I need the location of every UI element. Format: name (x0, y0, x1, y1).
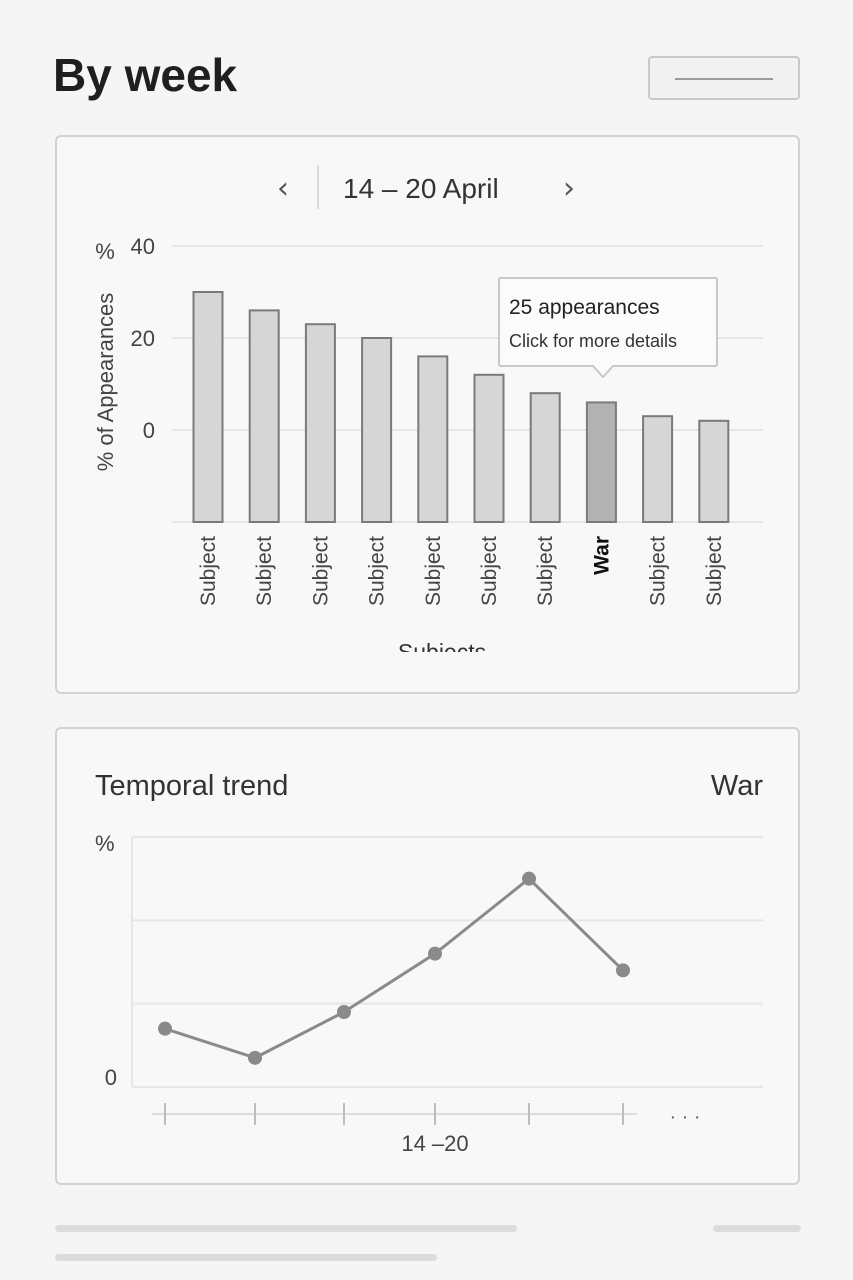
x-tick-label: Subject (253, 536, 276, 606)
trend-title: Temporal trend (95, 770, 288, 802)
weekly-chart-card: ‹ 14 – 20 April › 40 20 0 Subject Subject Su… (55, 135, 800, 694)
bar[interactable] (417, 355, 449, 524)
nav-divider (317, 165, 319, 209)
chevron-left-icon[interactable]: ‹ (277, 171, 289, 206)
trend-point[interactable] (522, 871, 536, 886)
y-tick-label: 0 (143, 418, 155, 443)
y-tick-label: 40 (131, 234, 155, 259)
chevron-right-icon[interactable]: › (563, 171, 575, 206)
bar[interactable] (698, 419, 730, 523)
x-axis-title: Subjects (398, 639, 486, 652)
trend-point[interactable] (248, 1050, 262, 1065)
y-axis-title: % of Appearances (93, 293, 118, 472)
bar[interactable] (473, 373, 505, 523)
x-tick-label: Subject (534, 536, 557, 606)
bar[interactable] (585, 401, 617, 523)
x-tick-label: Subject (309, 536, 332, 606)
footer-placeholder-line (55, 1254, 437, 1261)
page-title: By week (53, 49, 238, 101)
footer-placeholder-line (713, 1225, 801, 1232)
week-navigator: ‹ 14 – 20 April › (57, 165, 798, 213)
bar[interactable] (361, 337, 393, 523)
tooltip-subtitle: Click for more details (509, 331, 677, 351)
x-tick-label: Subject (197, 536, 220, 606)
x-tick-label: Subject (366, 536, 389, 606)
y-tick-label: 0 (105, 1065, 117, 1090)
x-tick-label: War (590, 536, 613, 575)
bar-tooltip[interactable]: 25 appearances Click for more details (498, 277, 718, 379)
tooltip-box (498, 277, 718, 379)
x-tick-label: Subject (478, 536, 501, 606)
x-axis-continuation: · · · (669, 1106, 700, 1128)
x-tick-label: Subject (647, 536, 670, 606)
week-label: 14 – 20 April (343, 173, 499, 204)
x-tick-label: Subject (703, 536, 726, 606)
trend-point[interactable] (158, 1021, 172, 1036)
tooltip-title: 25 appearances (509, 296, 660, 319)
x-tick-label: 14 –20 (401, 1131, 468, 1156)
menu-button[interactable] (648, 56, 800, 100)
trend-line (164, 876, 625, 1060)
line-chart: Temporal trend War % 0 14 –20 · · · (95, 770, 763, 1156)
trend-subject: War (711, 770, 763, 802)
menu-icon (675, 78, 773, 80)
trend-point[interactable] (428, 946, 442, 961)
footer-placeholder-line (55, 1225, 517, 1232)
bar[interactable] (304, 323, 336, 523)
bar[interactable] (642, 415, 674, 523)
trend-chart-card: Temporal trend War % 0 14 –20 · · · (55, 727, 800, 1185)
bar[interactable] (529, 392, 561, 523)
x-tick-label: Subject (422, 536, 445, 606)
y-tick-label: 20 (131, 326, 155, 351)
trend-point[interactable] (616, 963, 630, 978)
bar[interactable] (248, 309, 280, 524)
bar[interactable] (192, 291, 224, 523)
bar-chart: 40 20 0 Subject Subject Subject Subject Subjec… (93, 234, 763, 652)
y-axis-unit: % (95, 831, 115, 856)
trend-point[interactable] (337, 1005, 351, 1019)
y-axis-unit: % (95, 239, 115, 264)
